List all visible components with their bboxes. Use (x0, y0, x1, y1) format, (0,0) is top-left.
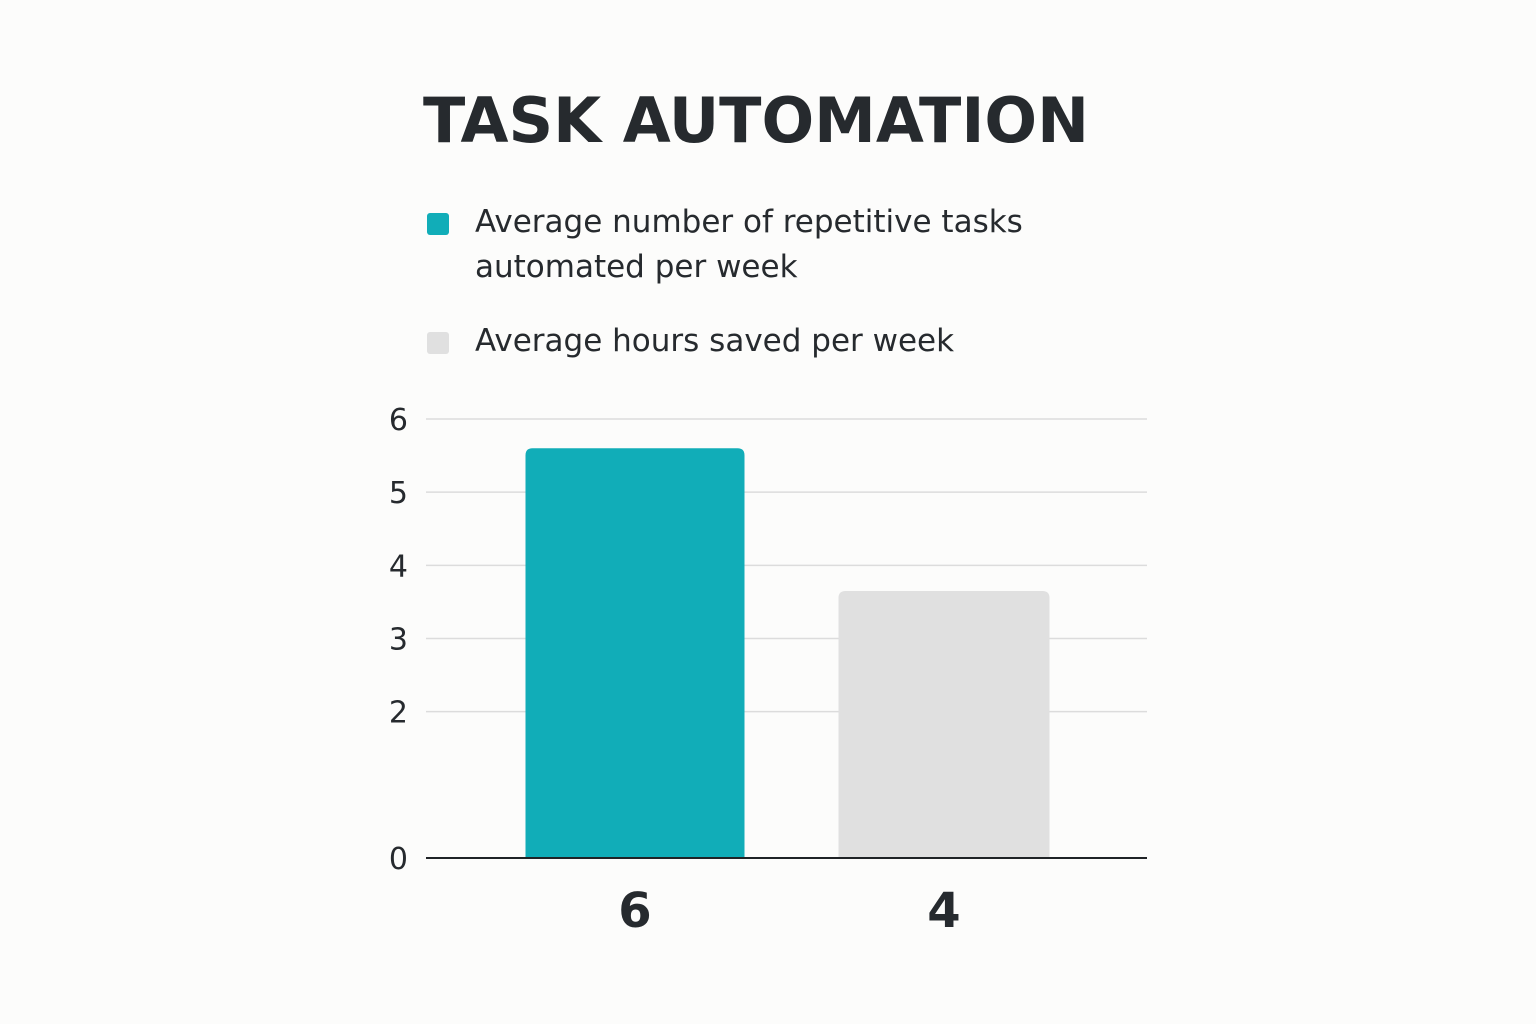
legend: Average number of repetitive tasks autom… (427, 200, 1067, 364)
chart-title: TASK AUTOMATION (423, 84, 1089, 157)
y-tick-label-4: 4 (389, 549, 408, 584)
legend-label-hours: Average hours saved per week (475, 323, 955, 359)
bar-6 (525, 448, 745, 858)
legend-swatch-hours (427, 332, 449, 354)
legend-label-tasks: Average number of repetitive tasks autom… (475, 204, 1023, 285)
y-tick-label-6: 6 (389, 403, 408, 438)
x-category-label-4: 4 (927, 883, 960, 939)
y-tick-label-3: 3 (389, 623, 408, 658)
y-tick-label-5: 5 (389, 476, 408, 511)
bar-4 (838, 590, 1050, 858)
legend-item-tasks: Average number of repetitive tasks autom… (427, 200, 1067, 290)
legend-item-hours: Average hours saved per week (427, 319, 1067, 364)
y-tick-label-0: 0 (389, 842, 408, 877)
y-tick-label-2: 2 (389, 696, 408, 731)
x-category-label-6: 6 (618, 883, 651, 939)
legend-swatch-tasks (427, 213, 449, 235)
